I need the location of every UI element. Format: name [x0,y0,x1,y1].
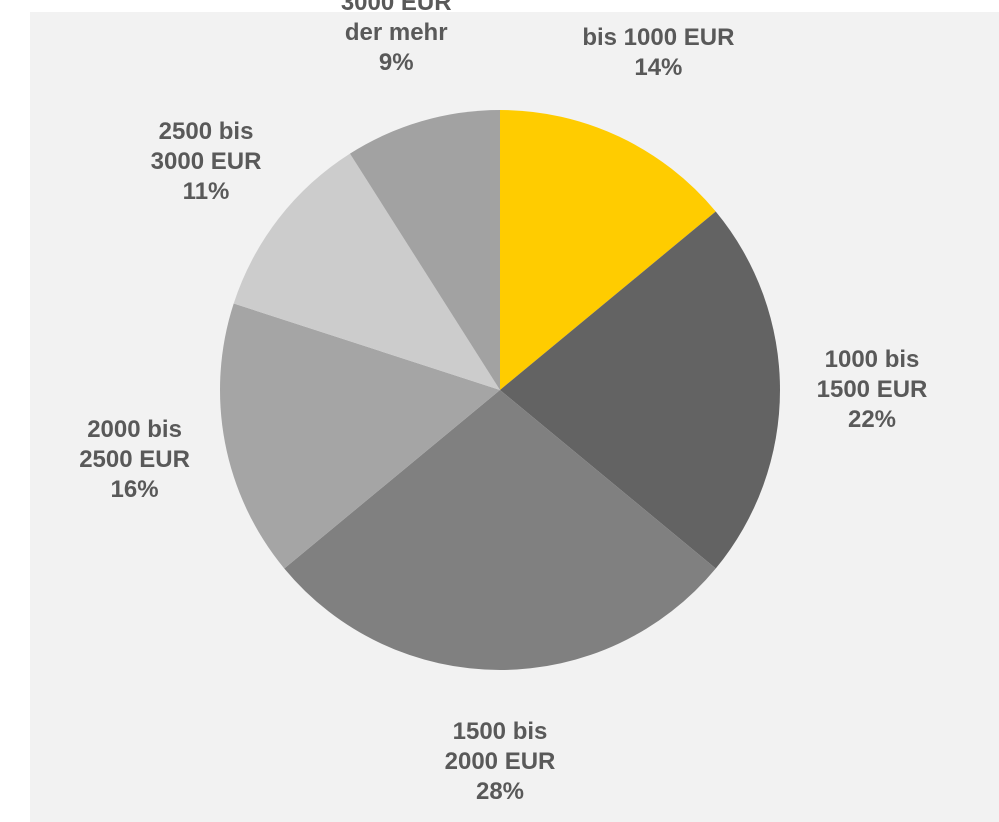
category-label: bis 1000 EUR [582,24,735,52]
slice-label: bis 1000 EUR 14% [582,23,734,83]
value-label: 11% [182,177,230,205]
category-label: 1500 bis 2000 EUR [444,718,556,775]
slice-label: 2500 bis 3000 EUR 11% [151,117,262,207]
category-label: 3000 EUR der mehr [340,0,452,46]
pie-slice [233,153,501,390]
value-label: 22% [847,406,897,433]
category-label: 1000 bis 1500 EUR [816,346,928,403]
pie-slice [220,303,500,569]
value-label: 28% [475,778,525,805]
pie-slice [349,110,500,390]
category-label: 2000 bis 2500 EUR [79,415,190,473]
pie-slice [500,110,716,390]
slice-label: 3000 EUR der mehr 9% [341,0,452,78]
value-label: 9% [378,48,414,76]
pie-slice [500,211,780,569]
slice-label: 2000 bis 2500 EUR 16% [79,415,190,505]
pie-slice [284,390,716,670]
slice-label: 1000 bis 1500 EUR 22% [817,345,928,435]
category-label: 2500 bis 3000 EUR [150,117,262,175]
slice-label: 1500 bis 2000 EUR 28% [445,717,556,807]
value-label: 16% [110,475,159,503]
value-label: 14% [634,54,683,82]
